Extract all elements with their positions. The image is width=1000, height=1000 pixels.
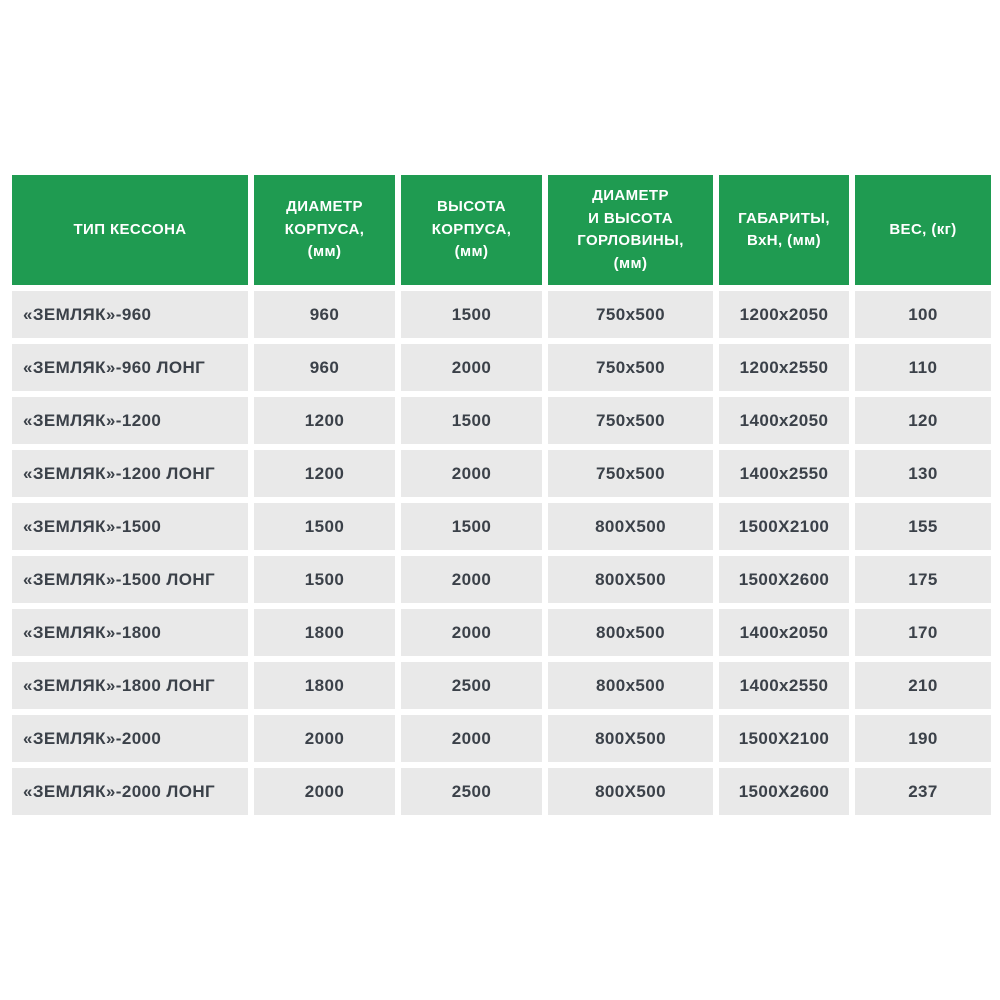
value-cell: 1800 (254, 609, 395, 656)
kesson-type-cell: «ЗЕМЛЯК»-1800 ЛОНГ (12, 662, 248, 709)
header-cell-body-height: ВЫСОТА КОРПУСА, (мм) (401, 175, 542, 285)
kesson-type-cell: «ЗЕМЛЯК»-2000 ЛОНГ (12, 768, 248, 815)
kesson-type-cell: «ЗЕМЛЯК»-1800 (12, 609, 248, 656)
value-cell: 2500 (401, 662, 542, 709)
value-cell: 1500X2100 (719, 715, 849, 762)
kesson-type-cell: «ЗЕМЛЯК»-1500 ЛОНГ (12, 556, 248, 603)
header-cell-dimensions: ГАБАРИТЫ, ВхН, (мм) (719, 175, 849, 285)
table-row: «ЗЕМЛЯК»-960 960 1500 750x500 1200x2050 100 (12, 291, 991, 338)
value-cell: 800X500 (548, 768, 713, 815)
value-cell: 960 (254, 344, 395, 391)
value-cell: 110 (855, 344, 991, 391)
table-body: «ЗЕМЛЯК»-960 960 1500 750x500 1200x2050 100 «З… (12, 291, 991, 815)
kesson-type-cell: «ЗЕМЛЯК»-960 ЛОНГ (12, 344, 248, 391)
value-cell: 1400x2050 (719, 397, 849, 444)
value-cell: 1200x2550 (719, 344, 849, 391)
value-cell: 1500 (254, 503, 395, 550)
table-row: «ЗЕМЛЯК»-1500 ЛОНГ 1500 2000 800X500 1500X26… (12, 556, 991, 603)
value-cell: 800X500 (548, 715, 713, 762)
kesson-spec-table: ТИП КЕССОНА ДИАМЕТР КОРПУСА, (мм) ВЫСОТА… (6, 169, 997, 821)
value-cell: 800X500 (548, 556, 713, 603)
value-cell: 1500 (254, 556, 395, 603)
value-cell: 800x500 (548, 662, 713, 709)
kesson-type-cell: «ЗЕМЛЯК»-2000 (12, 715, 248, 762)
value-cell: 2000 (401, 715, 542, 762)
value-cell: 170 (855, 609, 991, 656)
table-header-row: ТИП КЕССОНА ДИАМЕТР КОРПУСА, (мм) ВЫСОТА… (12, 175, 991, 285)
value-cell: 2000 (401, 556, 542, 603)
value-cell: 750x500 (548, 344, 713, 391)
table-row: «ЗЕМЛЯК»-1200 ЛОНГ 1200 2000 750x500 1400x25… (12, 450, 991, 497)
value-cell: 1500X2600 (719, 556, 849, 603)
value-cell: 100 (855, 291, 991, 338)
value-cell: 210 (855, 662, 991, 709)
kesson-spec-table-wrap: ТИП КЕССОНА ДИАМЕТР КОРПУСА, (мм) ВЫСОТА… (6, 169, 997, 821)
value-cell: 750x500 (548, 450, 713, 497)
value-cell: 175 (855, 556, 991, 603)
value-cell: 2000 (254, 715, 395, 762)
value-cell: 750x500 (548, 291, 713, 338)
value-cell: 1500 (401, 291, 542, 338)
value-cell: 1400x2550 (719, 450, 849, 497)
value-cell: 800X500 (548, 503, 713, 550)
kesson-type-cell: «ЗЕМЛЯК»-1200 ЛОНГ (12, 450, 248, 497)
table-row: «ЗЕМЛЯК»-2000 2000 2000 800X500 1500X2100 190 (12, 715, 991, 762)
value-cell: 1800 (254, 662, 395, 709)
value-cell: 1400x2550 (719, 662, 849, 709)
value-cell: 1200 (254, 450, 395, 497)
value-cell: 1500 (401, 397, 542, 444)
value-cell: 960 (254, 291, 395, 338)
value-cell: 750x500 (548, 397, 713, 444)
table-row: «ЗЕМЛЯК»-2000 ЛОНГ 2000 2500 800X500 1500X26… (12, 768, 991, 815)
value-cell: 190 (855, 715, 991, 762)
kesson-type-cell: «ЗЕМЛЯК»-1200 (12, 397, 248, 444)
value-cell: 2000 (254, 768, 395, 815)
value-cell: 2000 (401, 609, 542, 656)
table-row: «ЗЕМЛЯК»-1200 1200 1500 750x500 1400x2050 120 (12, 397, 991, 444)
kesson-type-cell: «ЗЕМЛЯК»-960 (12, 291, 248, 338)
value-cell: 2500 (401, 768, 542, 815)
table-header: ТИП КЕССОНА ДИАМЕТР КОРПУСА, (мм) ВЫСОТА… (12, 175, 991, 285)
value-cell: 1200x2050 (719, 291, 849, 338)
value-cell: 1200 (254, 397, 395, 444)
value-cell: 1500X2100 (719, 503, 849, 550)
table-row: «ЗЕМЛЯК»-1800 ЛОНГ 1800 2500 800x500 1400x25… (12, 662, 991, 709)
value-cell: 1500 (401, 503, 542, 550)
table-row: «ЗЕМЛЯК»-1500 1500 1500 800X500 1500X2100 155 (12, 503, 991, 550)
value-cell: 237 (855, 768, 991, 815)
value-cell: 130 (855, 450, 991, 497)
value-cell: 2000 (401, 450, 542, 497)
value-cell: 800x500 (548, 609, 713, 656)
header-cell-weight: ВЕС, (кг) (855, 175, 991, 285)
value-cell: 2000 (401, 344, 542, 391)
value-cell: 1500X2600 (719, 768, 849, 815)
header-cell-kesson-type: ТИП КЕССОНА (12, 175, 248, 285)
kesson-type-cell: «ЗЕМЛЯК»-1500 (12, 503, 248, 550)
header-cell-body-diameter: ДИАМЕТР КОРПУСА, (мм) (254, 175, 395, 285)
table-row: «ЗЕМЛЯК»-960 ЛОНГ 960 2000 750x500 1200x2550… (12, 344, 991, 391)
value-cell: 1400x2050 (719, 609, 849, 656)
header-cell-neck-dia-height: ДИАМЕТР И ВЫСОТА ГОРЛОВИНЫ, (мм) (548, 175, 713, 285)
value-cell: 120 (855, 397, 991, 444)
value-cell: 155 (855, 503, 991, 550)
table-row: «ЗЕМЛЯК»-1800 1800 2000 800x500 1400x2050 170 (12, 609, 991, 656)
